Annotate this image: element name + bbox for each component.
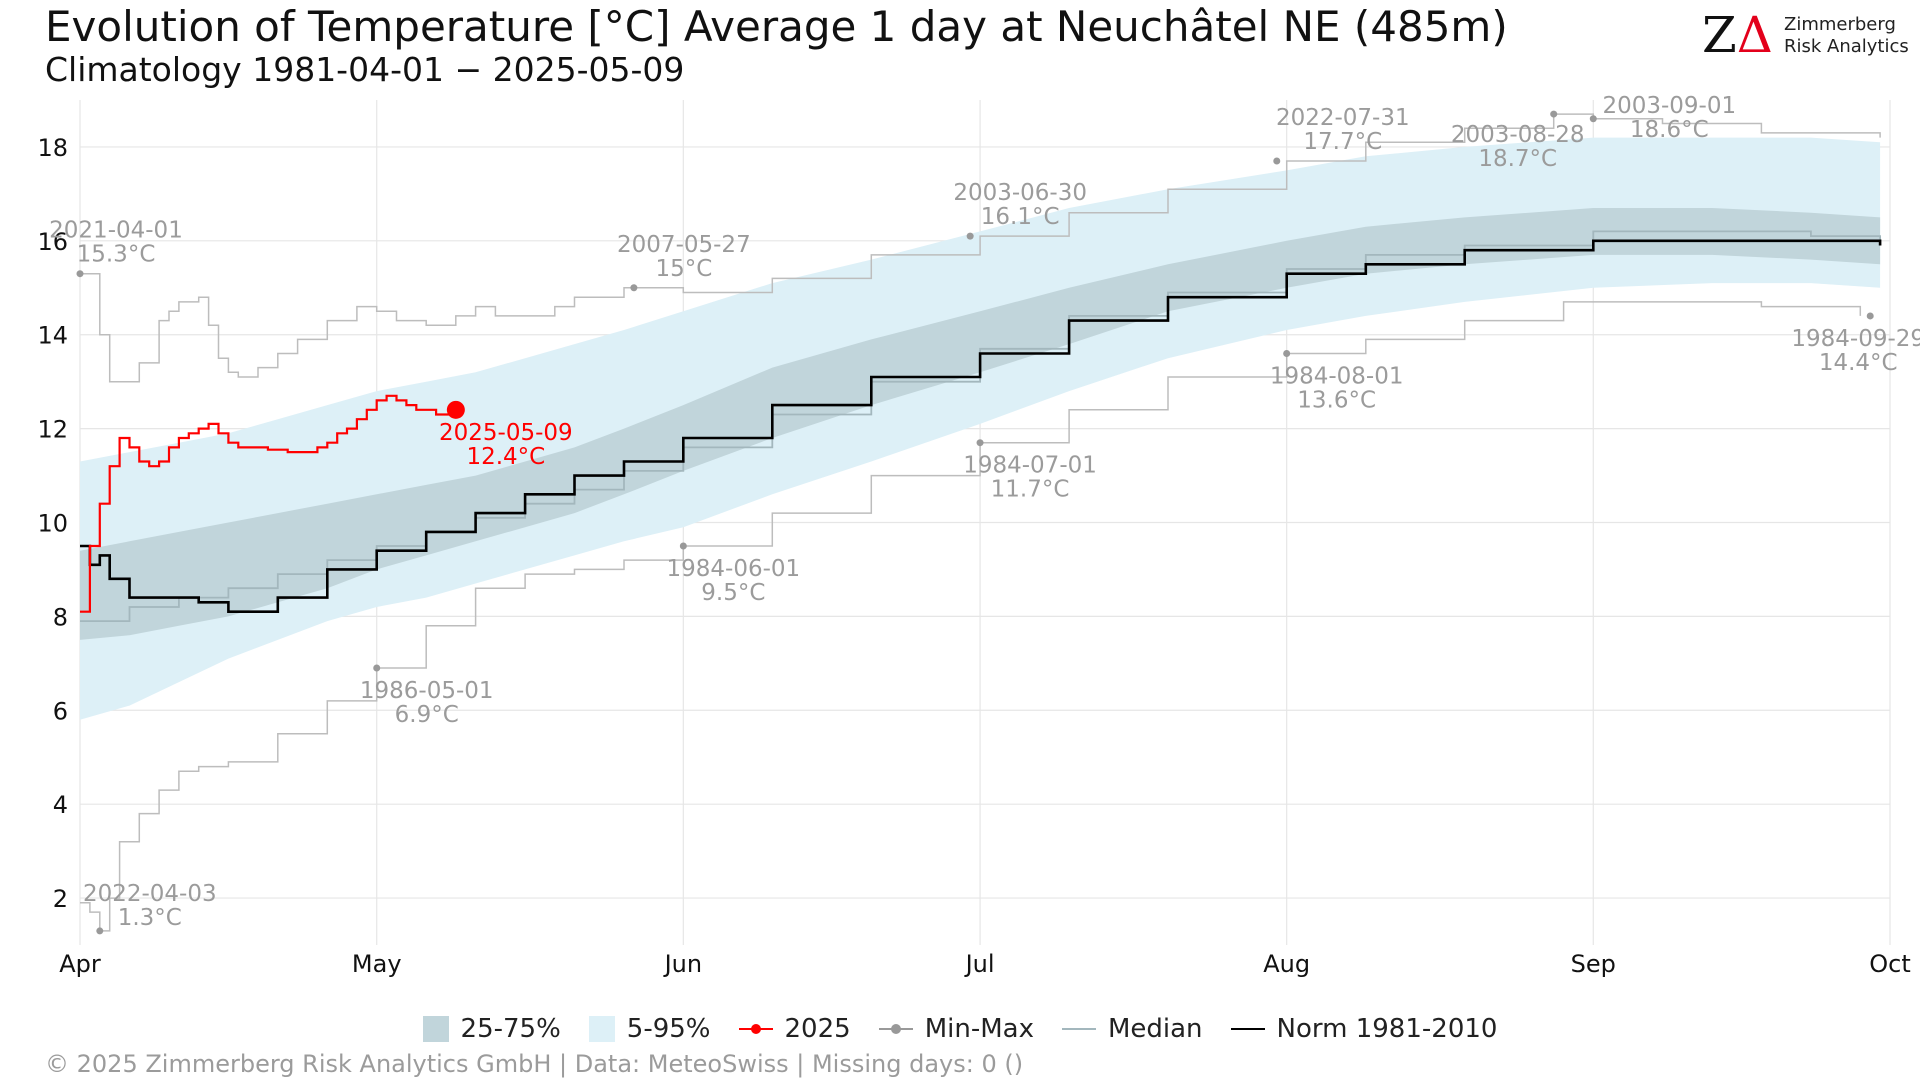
logo-line-2: Risk Analytics xyxy=(1784,36,1909,57)
x-tick-label: Jul xyxy=(964,950,995,978)
x-tick-label: Jun xyxy=(663,950,703,978)
legend-item-median: Median xyxy=(1061,1014,1203,1044)
annotation-date: 2003-06-30 xyxy=(953,180,1087,206)
legend-label-median: Median xyxy=(1107,1014,1203,1044)
y-tick-label: 10 xyxy=(37,510,68,538)
band-25-75 xyxy=(80,208,1881,640)
annotation-value: 17.7°C xyxy=(1303,129,1382,155)
chart-subtitle: Climatology 1981-04-01 − 2025-05-09 xyxy=(45,50,685,89)
annotation-date: 2007-05-27 xyxy=(617,232,751,258)
x-tick-label: Aug xyxy=(1263,950,1310,978)
temperature-chart: 2 4 6 8 10 12 14 16 18 Apr May Jun Jul Aug Sep Oct 2021-… xyxy=(37,93,1920,978)
y-tick-label: 8 xyxy=(53,603,68,631)
legend-item-25-75: 25-75% xyxy=(422,1014,561,1044)
legend-line-2025 xyxy=(738,1016,773,1042)
legend-swatch-25-75 xyxy=(422,1016,449,1042)
x-tick-label: Apr xyxy=(59,950,101,978)
logo-delta-letter: Δ xyxy=(1736,6,1773,64)
logo-line-1: Zimmerberg xyxy=(1784,14,1896,35)
record-point xyxy=(1866,312,1874,320)
annotation-date: 2003-09-01 xyxy=(1602,93,1736,119)
annotation-value: 15°C xyxy=(655,256,712,282)
annotation-value: 6.9°C xyxy=(395,702,459,728)
y-tick-label: 14 xyxy=(37,322,68,350)
annotation-value: 1.3°C xyxy=(118,905,182,931)
annotation-value: 11.7°C xyxy=(991,477,1070,503)
y-tick-label: 16 xyxy=(37,228,68,256)
annotation-date: 2022-07-31 xyxy=(1276,105,1410,131)
x-tick-label: Sep xyxy=(1571,950,1616,978)
annotation-value: 15.3°C xyxy=(77,242,156,268)
logo-z-letter: Z xyxy=(1702,6,1737,64)
y-tick-label: 12 xyxy=(37,416,68,444)
annotation-value: 14.4°C xyxy=(1819,350,1898,376)
legend-label-2025: 2025 xyxy=(784,1014,851,1044)
legend-line-min-max xyxy=(878,1016,913,1042)
y-tick-label: 4 xyxy=(53,791,68,819)
record-point xyxy=(976,439,984,447)
legend-label-5-95: 5-95% xyxy=(626,1014,711,1044)
annotation-date: 2025-05-09 xyxy=(439,420,573,446)
y-tick-label: 6 xyxy=(53,697,68,725)
annotation-date: 1984-07-01 xyxy=(963,453,1097,479)
legend-label-norm: Norm 1981-2010 xyxy=(1276,1014,1498,1044)
record-point xyxy=(1550,110,1558,118)
annotation-date: 1984-09-29 xyxy=(1791,326,1920,352)
record-point xyxy=(1273,157,1281,165)
footer-credit: © 2025 Zimmerberg Risk Analytics GmbH | … xyxy=(45,1050,1024,1078)
x-tick-label: May xyxy=(352,950,402,978)
legend-item-min-max: Min-Max xyxy=(878,1014,1034,1044)
series-max-line xyxy=(80,113,1881,383)
annotation-date: 1984-06-01 xyxy=(666,556,800,582)
logo-mark: ZΔ xyxy=(1702,10,1773,60)
record-point xyxy=(630,284,638,292)
annotation-value: 16.1°C xyxy=(981,204,1060,230)
logo-text: Zimmerberg Risk Analytics xyxy=(1784,14,1909,58)
y-tick-label: 2 xyxy=(53,885,68,913)
legend-label-25-75: 25-75% xyxy=(460,1014,561,1044)
annotation-date: 2022-04-03 xyxy=(83,881,217,907)
legend-swatch-5-95 xyxy=(588,1016,615,1042)
series-min-line xyxy=(80,301,1862,932)
annotation-date: 2003-08-28 xyxy=(1451,122,1585,148)
annotation-value: 9.5°C xyxy=(701,580,765,606)
annotation-date: 2021-04-01 xyxy=(49,218,183,244)
record-point xyxy=(966,232,974,240)
legend-item-norm: Norm 1981-2010 xyxy=(1230,1014,1498,1044)
company-logo: ZΔ Zimmerberg Risk Analytics xyxy=(1702,10,1909,65)
legend-line-median xyxy=(1061,1016,1096,1042)
legend-line-norm xyxy=(1230,1016,1265,1042)
annotation-value: 18.7°C xyxy=(1478,146,1557,172)
record-point xyxy=(1283,350,1291,357)
current-2025-point xyxy=(446,400,465,419)
annotation-date: 1986-05-01 xyxy=(360,678,494,704)
y-tick-label: 18 xyxy=(37,134,68,162)
record-point xyxy=(373,664,381,672)
record-point xyxy=(76,270,84,278)
annotation-date: 1984-08-01 xyxy=(1270,364,1404,390)
annotation-value: 13.6°C xyxy=(1297,388,1376,414)
annotation-value: 12.4°C xyxy=(466,444,545,470)
series-2025-line xyxy=(80,394,457,613)
record-point xyxy=(679,542,687,550)
legend-item-2025: 2025 xyxy=(738,1014,851,1044)
annotation-value: 18.6°C xyxy=(1630,117,1709,143)
record-point xyxy=(1589,115,1597,123)
legend-label-min-max: Min-Max xyxy=(924,1014,1034,1044)
chart-legend: 25-75% 5-95% 2025 Min-Max Median Norm 19… xyxy=(0,1014,1920,1044)
record-point xyxy=(96,927,104,935)
x-tick-label: Oct xyxy=(1869,950,1911,978)
series-norm-line xyxy=(80,239,1882,613)
band-5-95 xyxy=(80,137,1881,720)
legend-item-5-95: 5-95% xyxy=(588,1014,711,1044)
chart-title: Evolution of Temperature [°C] Average 1 … xyxy=(45,2,1508,51)
